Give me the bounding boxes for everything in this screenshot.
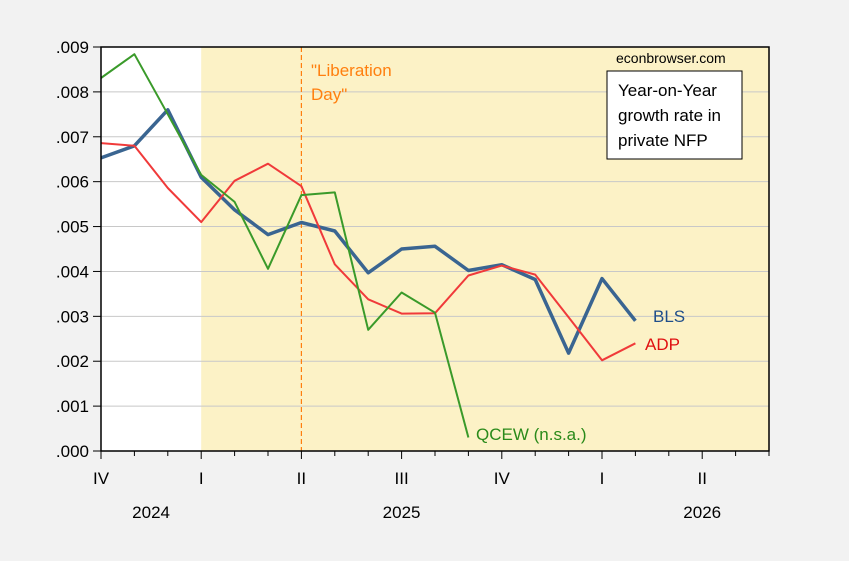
event-label-line-1: "Liberation [311, 61, 392, 80]
y-tick-label: .008 [56, 83, 89, 102]
x-year-label: 2026 [683, 503, 721, 522]
x-quarter-label: I [600, 469, 605, 488]
y-tick-label: .001 [56, 397, 89, 416]
series-label-qcew: QCEW (n.s.a.) [476, 425, 587, 444]
event-label-line-2: Day" [311, 85, 347, 104]
x-year-label: 2024 [132, 503, 170, 522]
source-label: econbrowser.com [616, 50, 726, 66]
title-line-2: growth rate in [618, 106, 721, 125]
y-tick-label: .000 [56, 442, 89, 461]
x-quarter-label: I [199, 469, 204, 488]
series-line-qcew [100, 53, 470, 438]
title-line-1: Year-on-Year [618, 81, 717, 100]
y-tick-label: .005 [56, 218, 89, 237]
series-line-adp [100, 142, 636, 362]
x-quarter-label: III [395, 469, 409, 488]
series-label-adp: ADP [645, 335, 680, 354]
series-label-bls: BLS [653, 307, 685, 326]
y-tick-label: .009 [56, 38, 89, 57]
y-tick-label: .004 [56, 262, 89, 281]
title-box [606, 70, 743, 160]
y-tick-label: .003 [56, 307, 89, 326]
x-quarter-label: IV [494, 469, 511, 488]
y-axis: .000 .001 .002 .003 .004 .005 .006 .007 .008 .009 [56, 38, 101, 461]
title-line-3: private NFP [618, 131, 708, 150]
y-tick-label: .007 [56, 128, 89, 147]
y-tick-label: .006 [56, 173, 89, 192]
x-year-label: 2025 [383, 503, 421, 522]
x-quarter-label: II [297, 469, 306, 488]
y-tick-label: .002 [56, 352, 89, 371]
x-quarter-label: II [697, 469, 706, 488]
x-quarter-label: IV [93, 469, 110, 488]
series-lines [100, 53, 637, 438]
